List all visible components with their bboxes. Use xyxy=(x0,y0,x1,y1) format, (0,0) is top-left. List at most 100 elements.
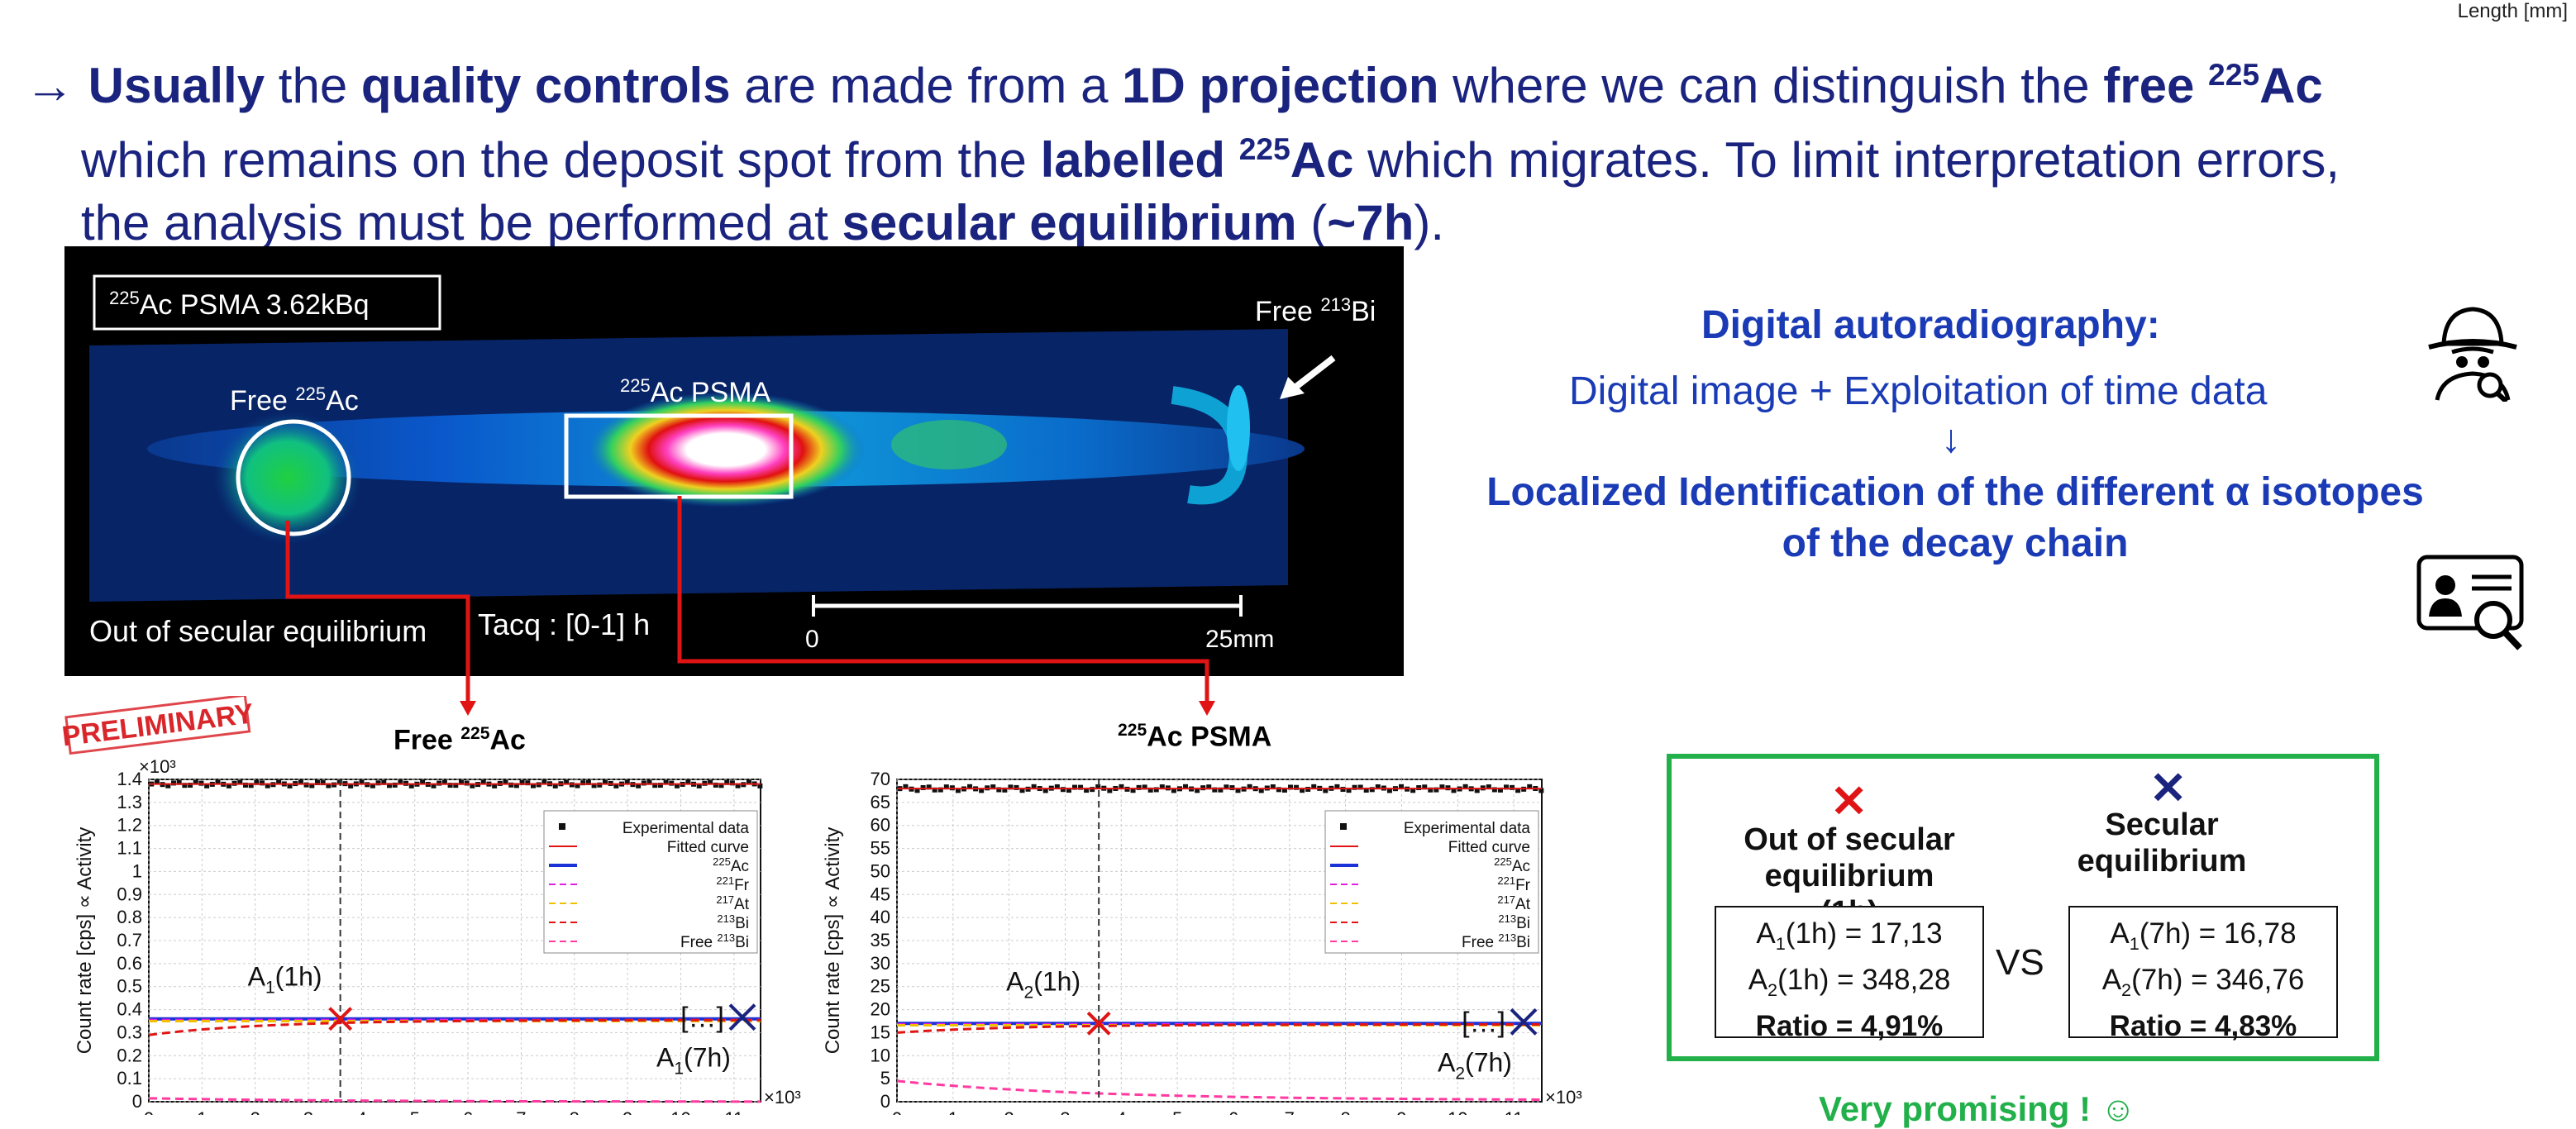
detective-icon xyxy=(2428,307,2517,402)
chart-1-y-tick-label: 0.3 xyxy=(117,1022,142,1042)
intro-bold-labelled: labelled 225Ac xyxy=(1040,131,1354,188)
intro-text: Ac xyxy=(1290,132,1354,188)
chart-1-experimental-point xyxy=(182,783,188,788)
chart-1-experimental-point xyxy=(513,783,519,788)
chart-1-legend-entry: 217At xyxy=(716,893,749,913)
chart-2-experimental-point xyxy=(1462,784,1468,789)
chart-1-legend-entry: Free 213Bi xyxy=(680,931,749,951)
chart-2-x-multiplier: ×10³ xyxy=(1545,1087,1582,1108)
chart-1-experimental-point xyxy=(585,779,591,785)
intro-bold-free-ac: free 225Ac xyxy=(2103,57,2323,113)
id-card-search-icon xyxy=(2416,555,2524,650)
autoradiography-svg: 225Ac PSMA 3.62kBq Free 225Ac 225Ac PSMA… xyxy=(64,246,1404,676)
chart-1-experimental-point xyxy=(359,779,365,785)
intro-bold: ~7h xyxy=(1327,195,1414,250)
chart-2-experimental-point xyxy=(932,787,937,793)
out-of-equilibrium-heading: Out of secular equilibrium (1h) xyxy=(1738,822,1961,931)
chart-1-experimental-point xyxy=(525,780,531,786)
chart-2-marker-x-icon xyxy=(1086,1011,1111,1036)
chart-2-series-bi213 xyxy=(896,1022,1543,1034)
intro-line-2: which remains on the deposit spot from t… xyxy=(25,117,2555,192)
chart-1-experimental-point xyxy=(552,783,558,788)
digital-conclusion-line-1: Localized Identification of the differen… xyxy=(1486,470,2424,514)
chart-2-experimental-point xyxy=(914,788,920,793)
chart-1-title-suffix: Ac xyxy=(489,724,526,756)
chart-2-legend-entry: Fitted curve xyxy=(1448,839,1530,856)
chart-1-marker-label: A1(1h) xyxy=(248,962,322,998)
chart-1-x-tick-label: 9 xyxy=(623,1108,632,1115)
chart-2-experimental-point xyxy=(926,784,932,790)
chart-1-experimental-point xyxy=(176,779,182,785)
right-value-a2-symbol: A xyxy=(2101,964,2122,996)
chart-2-experimental-point xyxy=(1451,788,1457,793)
chart-2-experimental-point xyxy=(1107,788,1113,793)
chart-ac-psma: 0510152025303540455055606570012345678910… xyxy=(822,769,1582,1115)
digital-conclusion-line-2: of the decay chain xyxy=(1782,522,2129,565)
free-bi-label: Free 213Bi xyxy=(1255,294,1376,327)
left-value-a2-symbol: A xyxy=(1748,964,1768,996)
chart-2-y-tick-label: 70 xyxy=(871,769,890,789)
chart-2-experimental-point xyxy=(1433,787,1439,793)
chart-1-y-tick-label: 0.7 xyxy=(117,930,142,950)
chart-1-experimental-point xyxy=(530,783,536,788)
chart-2-legend-entry: 217At xyxy=(1497,893,1530,913)
chart-2-legend-box xyxy=(1324,810,1539,954)
chart-1-x-tick-label: 3 xyxy=(303,1108,313,1115)
chart-2-experimental-point xyxy=(1229,785,1235,791)
chart-1-experimental-point xyxy=(242,782,248,788)
chart-2-experimental-point xyxy=(1042,788,1048,793)
isotope-sup: 225 xyxy=(1238,131,1290,166)
chart-1-experimental-point xyxy=(575,783,580,788)
chart-2-x-tick-label: 7 xyxy=(1285,1108,1295,1115)
psma-hotspot xyxy=(585,392,866,507)
out-of-equilibrium-heading-line-2: equilibrium (1h) xyxy=(1764,859,1934,930)
chart-1-experimental-point xyxy=(265,783,270,788)
free-bi-arrow-shaft xyxy=(1291,355,1336,392)
chart-2-experimental-point xyxy=(1357,784,1363,790)
chart-2-experimental-point xyxy=(1346,788,1352,793)
chart-2-experimental-point xyxy=(1002,787,1008,793)
chart-1-experimental-point xyxy=(602,779,608,785)
chart-2-experimental-point xyxy=(1031,784,1037,789)
chart-2-experimental-point xyxy=(1503,784,1509,790)
chart-1-experimental-point xyxy=(260,780,265,786)
chart-2-title: 225Ac PSMA xyxy=(1118,721,1271,753)
chart-2-y-tick-label: 25 xyxy=(871,976,890,997)
chart-2-experimental-point xyxy=(1352,784,1357,790)
chart-2-title-sup: 225 xyxy=(1118,721,1147,740)
chart-1-y-tick-label: 0.5 xyxy=(117,976,142,997)
chart-1-experimental-point xyxy=(713,782,718,788)
chart-1-experimental-point xyxy=(204,783,210,788)
chart-1-experimental-point xyxy=(464,780,470,786)
intro-text: the xyxy=(265,58,361,113)
chart-2-experimental-point xyxy=(1130,788,1136,793)
right-value-a2: A2(7h) = 346,76 xyxy=(2070,962,2336,1008)
chart-1-experimental-point xyxy=(332,782,337,788)
chart-1-experimental-point xyxy=(519,779,525,785)
chart-2-y-tick-label: 30 xyxy=(871,953,890,974)
chart-1-experimental-point xyxy=(729,780,735,786)
right-value-a1-rest: (7h) = 16,78 xyxy=(2139,917,2297,950)
chart-2-x-tick-label: 8 xyxy=(1340,1108,1350,1115)
chart-2-y-tick-label: 10 xyxy=(871,1045,890,1065)
chart-1-experimental-point xyxy=(541,779,547,785)
chart-1-marker-x-icon xyxy=(328,1007,353,1031)
left-value-a1: A1(1h) = 17,13 xyxy=(1716,916,1982,962)
chart-1-experimental-point xyxy=(757,783,763,788)
chart-2-experimental-point xyxy=(1486,784,1491,790)
chart-2-y-tick-label: 0 xyxy=(880,1091,890,1112)
chart-2-experimental-point xyxy=(903,784,909,789)
chart-2-end-bracket: […] xyxy=(1462,1007,1505,1038)
chart-2-legend-entry: Free 213Bi xyxy=(1462,931,1530,951)
chart-1-experimental-point xyxy=(420,779,426,785)
chart-2-experimental-point xyxy=(1119,784,1124,789)
chart-1-experimental-point xyxy=(154,779,160,785)
chart-2-legend-entry: Experimental data xyxy=(1404,820,1531,837)
chart-1-experimental-point xyxy=(303,782,309,788)
chart-1-experimental-point xyxy=(386,783,392,788)
chart-1-y-tick-label: 0.8 xyxy=(117,907,142,927)
chart-1-x-tick-label: 0 xyxy=(144,1108,154,1115)
intro-text: labelled xyxy=(1040,132,1239,188)
chart-1-experimental-point xyxy=(370,783,375,788)
